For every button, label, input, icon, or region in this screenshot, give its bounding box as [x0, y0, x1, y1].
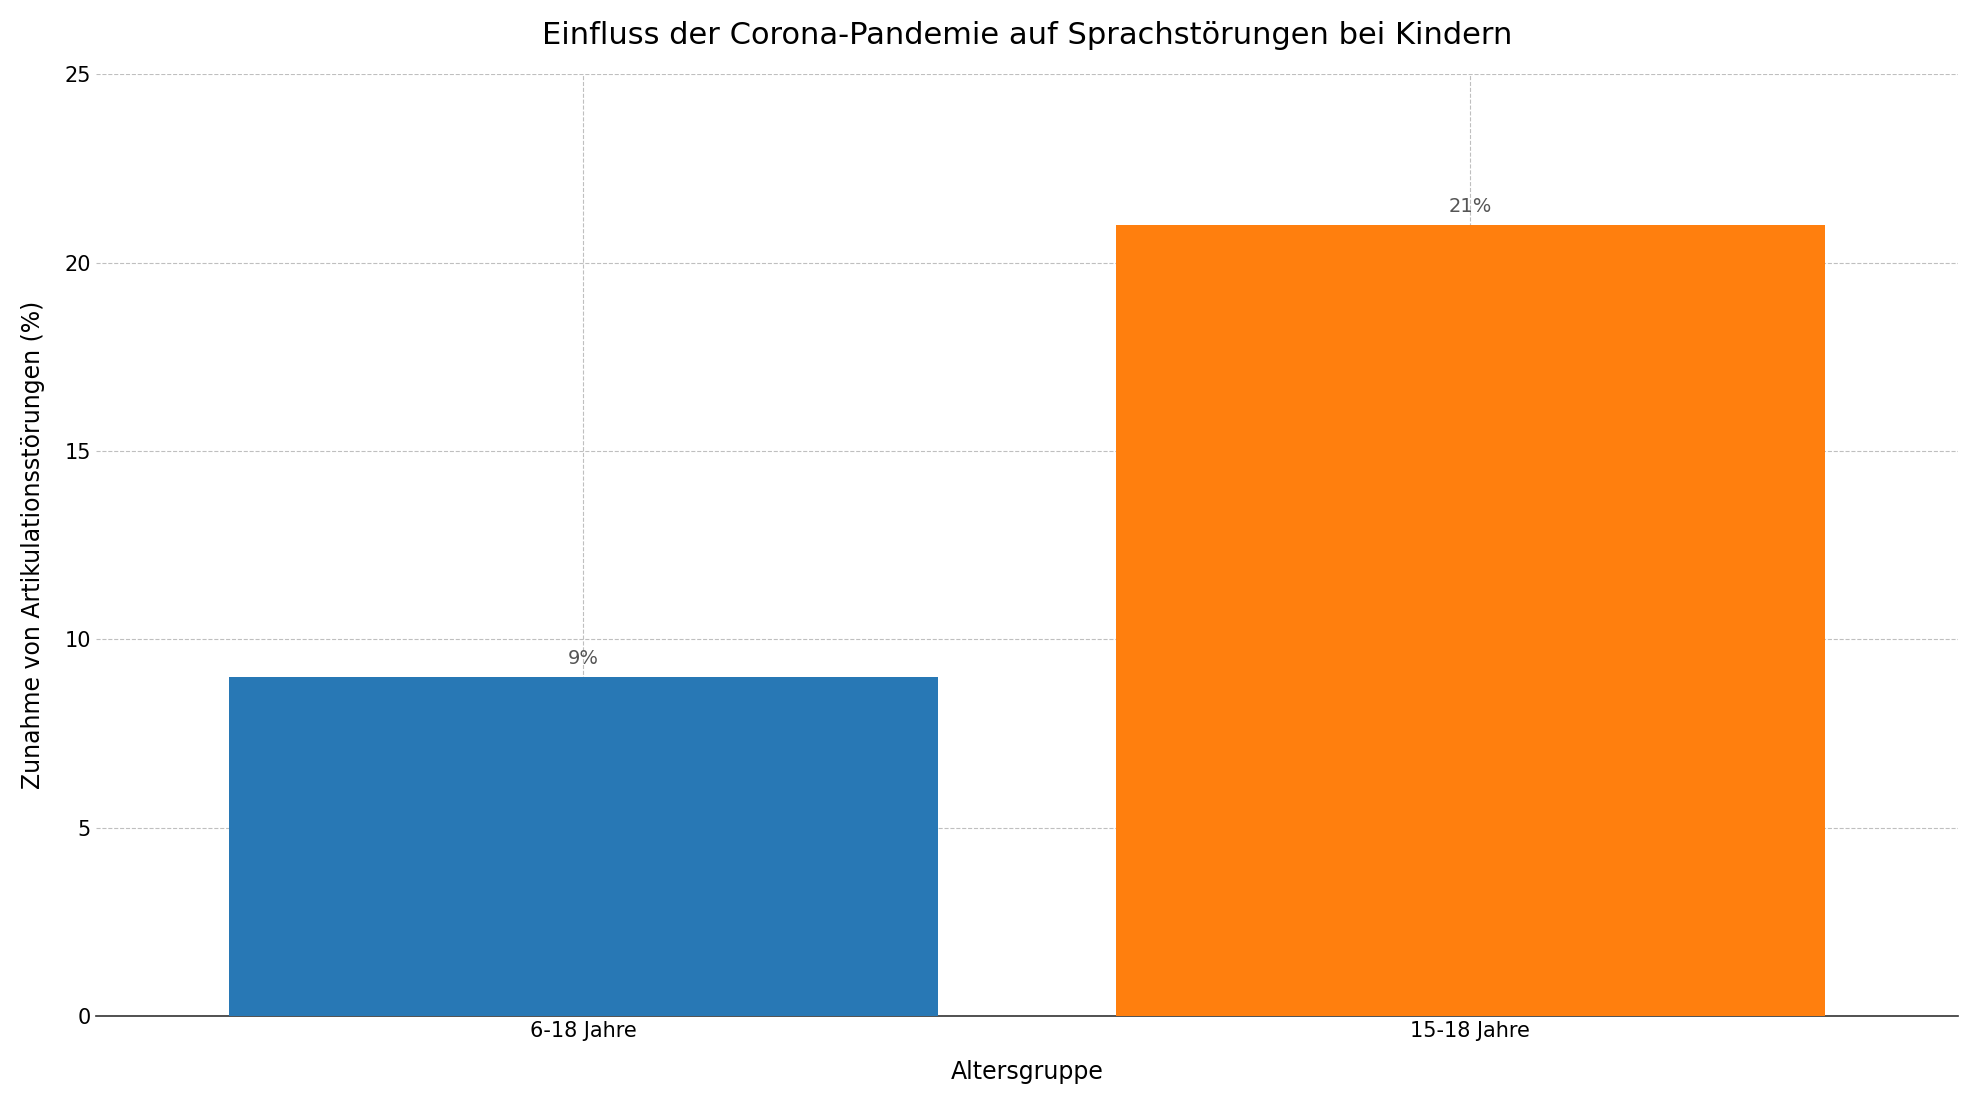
- X-axis label: Altersgruppe: Altersgruppe: [950, 1060, 1104, 1084]
- Bar: [1116, 225, 1825, 1015]
- Title: Einfluss der Corona-Pandemie auf Sprachstörungen bei Kindern: Einfluss der Corona-Pandemie auf Sprachs…: [542, 21, 1512, 50]
- Bar: [230, 677, 938, 1015]
- Text: 21%: 21%: [1449, 197, 1492, 215]
- Text: 9%: 9%: [568, 649, 600, 667]
- Y-axis label: Zunahme von Artikulationsstörungen (%): Zunahme von Artikulationsstörungen (%): [22, 301, 46, 789]
